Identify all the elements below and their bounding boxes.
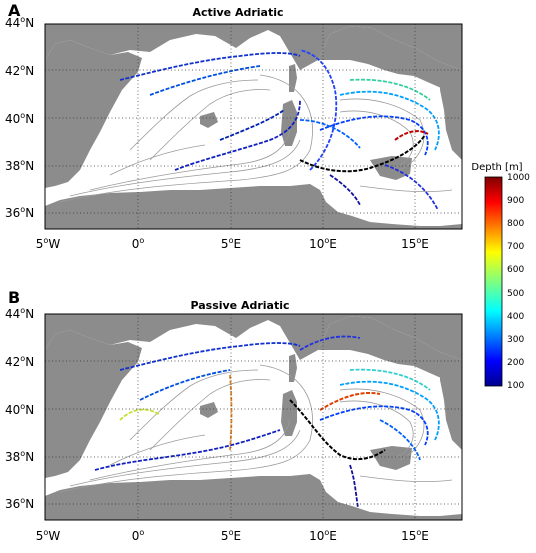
lat-label: 44oN (5, 15, 34, 30)
panel-title: Active Adriatic (192, 6, 283, 19)
lon-label: 15oE (401, 528, 429, 543)
colorbar-tick: 1000 (507, 173, 530, 183)
lat-labels: 44oN 42oN 40oN 38oN 36oN (5, 15, 34, 220)
land-corsica (289, 64, 297, 92)
lon-label: 5oE (221, 528, 241, 543)
colorbar-ticks: 1000 900 800 700 600 500 400 300 200 100 (507, 173, 530, 391)
land-italy (318, 316, 462, 386)
panel-b: B Passive Adriatic (5, 288, 463, 543)
colorbar-tick: 300 (507, 335, 524, 345)
lon-labels: 5oW 0o 5oE 10oE 15oE (36, 236, 429, 251)
lon-label: 5oW (36, 528, 61, 543)
land-iberia (45, 40, 142, 188)
land-europe (45, 314, 462, 360)
panel-title: Passive Adriatic (190, 299, 289, 312)
panel-letter: A (8, 1, 21, 20)
colorbar-tick: 400 (507, 312, 524, 322)
land-italy (318, 26, 462, 96)
lon-label: 10oE (309, 236, 337, 251)
colorbar-tick: 500 (507, 289, 524, 299)
colorbar-tick: 200 (507, 358, 524, 368)
land-iberia (45, 330, 142, 478)
map-area (45, 24, 462, 229)
map-frame (44, 23, 463, 230)
colorbar: Depth [m] 1000 900 800 700 600 500 400 3… (471, 162, 530, 391)
float-trajectories (119, 49, 440, 211)
lon-label: 5oW (36, 236, 61, 251)
lat-label: 42oN (5, 63, 34, 78)
lat-label: 40oN (5, 111, 34, 126)
land-sardinia (281, 390, 297, 436)
lon-label: 10oE (309, 528, 337, 543)
colorbar-tick: 100 (507, 381, 524, 391)
land-africa (45, 474, 462, 520)
map-frame (44, 313, 463, 521)
float-trajectories (94, 335, 440, 509)
lat-labels: 44oN 42oN 40oN 38oN 36oN (5, 306, 34, 511)
lat-label: 36oN (5, 205, 34, 220)
panel-letter: B (8, 288, 20, 307)
bathymetry-contours (59, 74, 453, 203)
land-mallorca (200, 112, 218, 128)
land-africa (45, 184, 462, 229)
land-sardinia (281, 100, 297, 146)
lon-labels: 5oW 0o 5oE 10oE 15oE (36, 528, 429, 543)
colorbar-tick: 900 (507, 196, 524, 206)
land-mallorca (200, 402, 218, 418)
lon-label: 5oE (221, 236, 241, 251)
lon-label: 0o (132, 236, 145, 251)
lon-label: 15oE (401, 236, 429, 251)
lon-label: 0o (132, 528, 145, 543)
graticule (45, 24, 462, 229)
colorbar-gradient (484, 176, 503, 387)
colorbar-tick: 600 (507, 265, 524, 275)
lat-label: 40oN (5, 402, 34, 417)
panel-a: A Active Adriatic (5, 1, 463, 251)
bathymetry-contours (59, 364, 453, 493)
colorbar-tick: 800 (507, 219, 524, 229)
land-europe (45, 24, 462, 70)
lat-label: 38oN (5, 158, 34, 173)
graticule (45, 314, 462, 520)
lat-label: 38oN (5, 449, 34, 464)
land-balkans (440, 354, 462, 450)
colorbar-tick: 700 (507, 242, 524, 252)
lat-label: 36oN (5, 496, 34, 511)
land-balkans (440, 64, 462, 160)
lat-label: 42oN (5, 354, 34, 369)
lat-label: 44oN (5, 306, 34, 321)
colorbar-label: Depth [m] (471, 162, 522, 173)
map-area (45, 314, 462, 520)
